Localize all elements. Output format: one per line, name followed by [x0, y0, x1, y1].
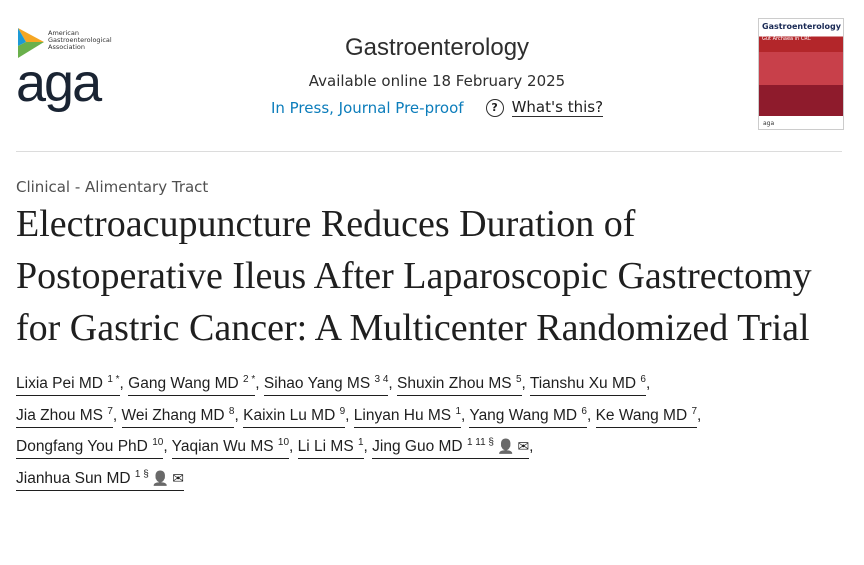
available-online: Available online 18 February 2025 [308, 72, 566, 90]
author-link[interactable]: Gang Wang MD 2 * [128, 373, 256, 396]
author-name: Sihao Yang MS [263, 375, 371, 392]
author-link[interactable]: Ke Wang MD 7 [595, 405, 698, 428]
email-icon: ✉ [517, 438, 530, 454]
divider [16, 151, 842, 152]
author-list: Lixia Pei MD 1 *, Gang Wang MD 2 *, Siha… [16, 368, 846, 494]
author-link[interactable]: Li Li MS 1 [297, 436, 364, 459]
author-link[interactable]: Lixia Pei MD 1 * [16, 373, 120, 396]
author-link[interactable]: Jianhua Sun MD 1 § 👤 ✉ [16, 468, 184, 491]
author-name: Li Li MS [297, 438, 354, 455]
aga-triangle-icon [18, 28, 44, 58]
aga-logo[interactable]: American Gastroenterological Association a… [16, 24, 126, 114]
author-link[interactable]: Jing Guo MD 1 11 § 👤 ✉ [372, 436, 530, 459]
author-link[interactable]: Jia Zhou MS 7 [16, 405, 113, 428]
author-affiliation: 3 4 [374, 373, 389, 385]
aga-wordmark: aga [16, 53, 102, 113]
author-affiliation: 7 [107, 405, 113, 417]
author-link[interactable]: Wei Zhang MD 8 [121, 405, 235, 428]
author-affiliation: 9 [339, 405, 346, 417]
author-name: Dongfang You PhD [16, 438, 148, 455]
author-name: Linyan Hu MS [353, 406, 452, 424]
author-link[interactable]: Shuxin Zhou MS 5 [397, 373, 522, 396]
question-icon: ? [485, 98, 504, 117]
email-icon: ✉ [172, 469, 184, 486]
author-affiliation: 1 * [107, 373, 120, 385]
author-link[interactable]: Yang Wang MD 6 [469, 405, 587, 428]
author-name: Jianhua Sun MD [16, 469, 131, 487]
in-press-link[interactable]: In Press, Journal Pre-proof [270, 98, 464, 117]
author-affiliation: 10 [277, 436, 290, 448]
journal-cover-image[interactable]: Gastroenterology Gut Archaea in CRC aga [758, 18, 844, 130]
aga-org-name: American Gastroenterological Association [48, 29, 112, 51]
journal-title[interactable]: Gastroenterology [344, 34, 530, 61]
author-affiliation: 1 § [134, 468, 149, 480]
article-title: Electroacupuncture Reduces Duration of P… [16, 203, 812, 349]
journal-header: Gastroenterology Available online 18 Feb… [240, 34, 634, 117]
author-affiliation: 1 11 § [466, 436, 494, 448]
author-affiliation: 5 [515, 373, 522, 385]
person-icon: 👤 [151, 469, 170, 486]
author-name: Yaqian Wu MS [171, 438, 274, 455]
author-link[interactable]: Tianshu Xu MD 6 [529, 373, 646, 396]
person-icon: 👤 [497, 438, 515, 454]
author-link[interactable]: Sihao Yang MS 3 4 [263, 373, 389, 396]
author-affiliation: 10 [152, 436, 164, 448]
article-section: Clinical - Alimentary Tract [16, 178, 209, 196]
author-affiliation: 2 * [243, 373, 256, 385]
article-header: Clinical - Alimentary Tract Electroacupu… [16, 178, 846, 494]
author-name: Lixia Pei MD [16, 375, 103, 392]
author-name: Kaixin Lu MD [243, 406, 336, 424]
author-name: Shuxin Zhou MS [397, 375, 512, 392]
author-name: Jing Guo MD [372, 438, 463, 455]
author-affiliation: 1 [455, 405, 462, 417]
author-affiliation: 6 [581, 405, 587, 417]
author-name: Tianshu Xu MD [529, 375, 637, 392]
whats-this-button[interactable]: ? What's this? [485, 98, 604, 117]
author-link[interactable]: Yaqian Wu MS 10 [171, 436, 290, 459]
author-affiliation: 7 [691, 405, 698, 417]
author-affiliation: 8 [228, 405, 235, 417]
author-name: Wei Zhang MD [121, 406, 225, 424]
author-name: Gang Wang MD [128, 375, 239, 392]
author-affiliation: 1 [357, 436, 364, 448]
author-name: Yang Wang MD [469, 406, 578, 424]
author-link[interactable]: Kaixin Lu MD 9 [243, 405, 346, 428]
author-name: Ke Wang MD [595, 406, 688, 424]
author-link[interactable]: Linyan Hu MS 1 [353, 405, 462, 428]
author-affiliation: 6 [640, 373, 646, 385]
author-link[interactable]: Dongfang You PhD 10 [16, 436, 164, 459]
author-name: Jia Zhou MS [16, 406, 104, 424]
